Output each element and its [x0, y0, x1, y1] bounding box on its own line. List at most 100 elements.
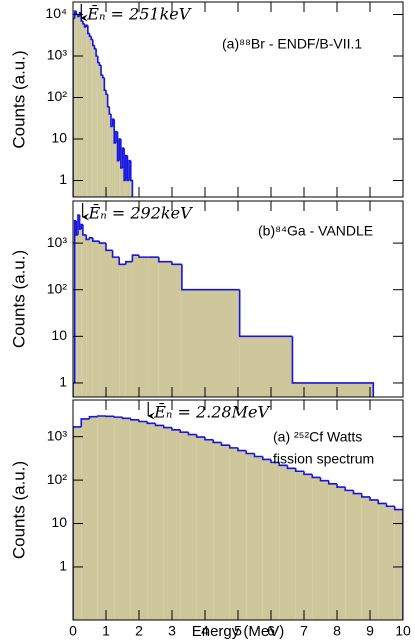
histogram-bar: [114, 143, 116, 197]
histogram-bar: [139, 421, 148, 620]
histogram-step: [73, 426, 82, 620]
histogram-bar: [320, 480, 329, 620]
histogram-bar: [345, 490, 354, 620]
histogram-step: [121, 417, 131, 420]
histogram-bar: [124, 180, 126, 197]
histogram-step: [95, 48, 98, 57]
histogram-bar: [386, 506, 395, 620]
histogram-bar: [119, 264, 126, 397]
x-tick-label: 0: [69, 623, 77, 639]
histogram-bar: [132, 255, 139, 397]
histogram-bar: [158, 261, 172, 397]
histogram-bar: [101, 74, 103, 197]
histogram-bar: [92, 45, 95, 197]
histogram-bar: [295, 471, 304, 620]
y-tick-label: 10²: [47, 88, 68, 104]
histogram-step: [146, 421, 156, 425]
histogram-bar: [147, 423, 156, 620]
histogram-bar: [81, 224, 83, 397]
histogram-bar: [112, 119, 115, 197]
histogram-bar: [196, 437, 205, 620]
plot-area: [73, 10, 134, 197]
histogram-bar: [328, 483, 337, 620]
histogram-bar: [213, 442, 222, 620]
histogram-bar: [99, 243, 106, 397]
histogram-bar: [87, 33, 90, 197]
x-tick-label: 1: [102, 623, 110, 639]
histogram-step: [92, 237, 100, 242]
plot-area: [73, 415, 403, 620]
histogram-bar: [279, 465, 288, 620]
histogram-bar: [81, 20, 83, 197]
histogram-bar: [106, 416, 115, 620]
histogram-step: [90, 36, 93, 41]
histogram-step: [261, 456, 271, 461]
histogram-step: [303, 471, 313, 476]
histogram-bar: [107, 106, 110, 197]
histogram-step: [393, 506, 403, 620]
histogram-bar: [92, 241, 100, 397]
y-tick-label: 10⁴: [45, 5, 67, 21]
legend-text: fission spectrum: [273, 451, 374, 467]
histogram-step: [121, 147, 125, 168]
histogram-bar: [221, 445, 230, 620]
histogram-bar: [130, 419, 139, 620]
x-tick-label: 8: [333, 623, 341, 639]
histogram-bar: [86, 239, 90, 397]
histogram-step: [245, 450, 255, 455]
histogram-bar: [122, 418, 131, 620]
histogram-bar: [96, 55, 98, 197]
histogram-bar: [81, 418, 90, 620]
histogram-step: [187, 432, 197, 436]
histogram-step: [237, 447, 247, 452]
histogram-step: [115, 130, 118, 144]
histogram-bar: [353, 493, 362, 620]
histogram-bar: [117, 160, 120, 197]
histogram-step: [344, 487, 354, 492]
histogram-bar: [361, 496, 370, 620]
histogram-bar: [181, 289, 240, 397]
histogram-step: [212, 439, 222, 444]
histogram-bar: [109, 114, 111, 197]
x-tick-label: 5: [234, 623, 242, 639]
histogram-step: [171, 427, 181, 431]
histogram-step: [162, 425, 172, 429]
histogram-step: [369, 496, 379, 501]
histogram-bar: [337, 487, 346, 620]
histogram-step: [77, 214, 80, 235]
histogram-bar: [394, 509, 403, 620]
histogram-bar: [370, 499, 379, 620]
x-tick-label: 9: [366, 623, 374, 639]
histogram-step: [195, 434, 205, 438]
histogram-step: [286, 465, 296, 470]
y-tick-label: 10²: [47, 471, 68, 487]
plot-area: [73, 214, 375, 397]
histogram-bar: [89, 416, 98, 620]
histogram-bar: [82, 234, 87, 397]
y-tick-label: 1: [59, 171, 67, 187]
histogram-bar: [76, 234, 78, 397]
histogram-step: [96, 415, 106, 417]
histogram-step: [129, 160, 134, 197]
histogram-bar: [84, 26, 87, 197]
histogram-step: [92, 39, 95, 47]
histogram-step: [82, 224, 87, 236]
histogram-bar: [86, 25, 88, 197]
histogram-bar: [74, 11, 77, 197]
histogram-step: [352, 490, 362, 495]
histogram-bar: [172, 264, 182, 397]
histogram-step: [103, 77, 106, 91]
histogram-step: [78, 215, 82, 230]
histogram-step: [336, 483, 346, 488]
histogram-bar: [79, 12, 82, 197]
histogram-step: [106, 94, 110, 108]
histogram-bar: [246, 453, 255, 620]
histogram-bar: [94, 48, 97, 197]
histogram-step: [100, 65, 103, 76]
y-axis-label: Counts (a.u.): [9, 461, 28, 559]
histogram-step: [171, 261, 182, 266]
histogram-bar: [127, 180, 130, 197]
legend-text: (a) ²⁵²Cf Watts: [273, 429, 362, 445]
histogram-bar: [99, 65, 102, 197]
